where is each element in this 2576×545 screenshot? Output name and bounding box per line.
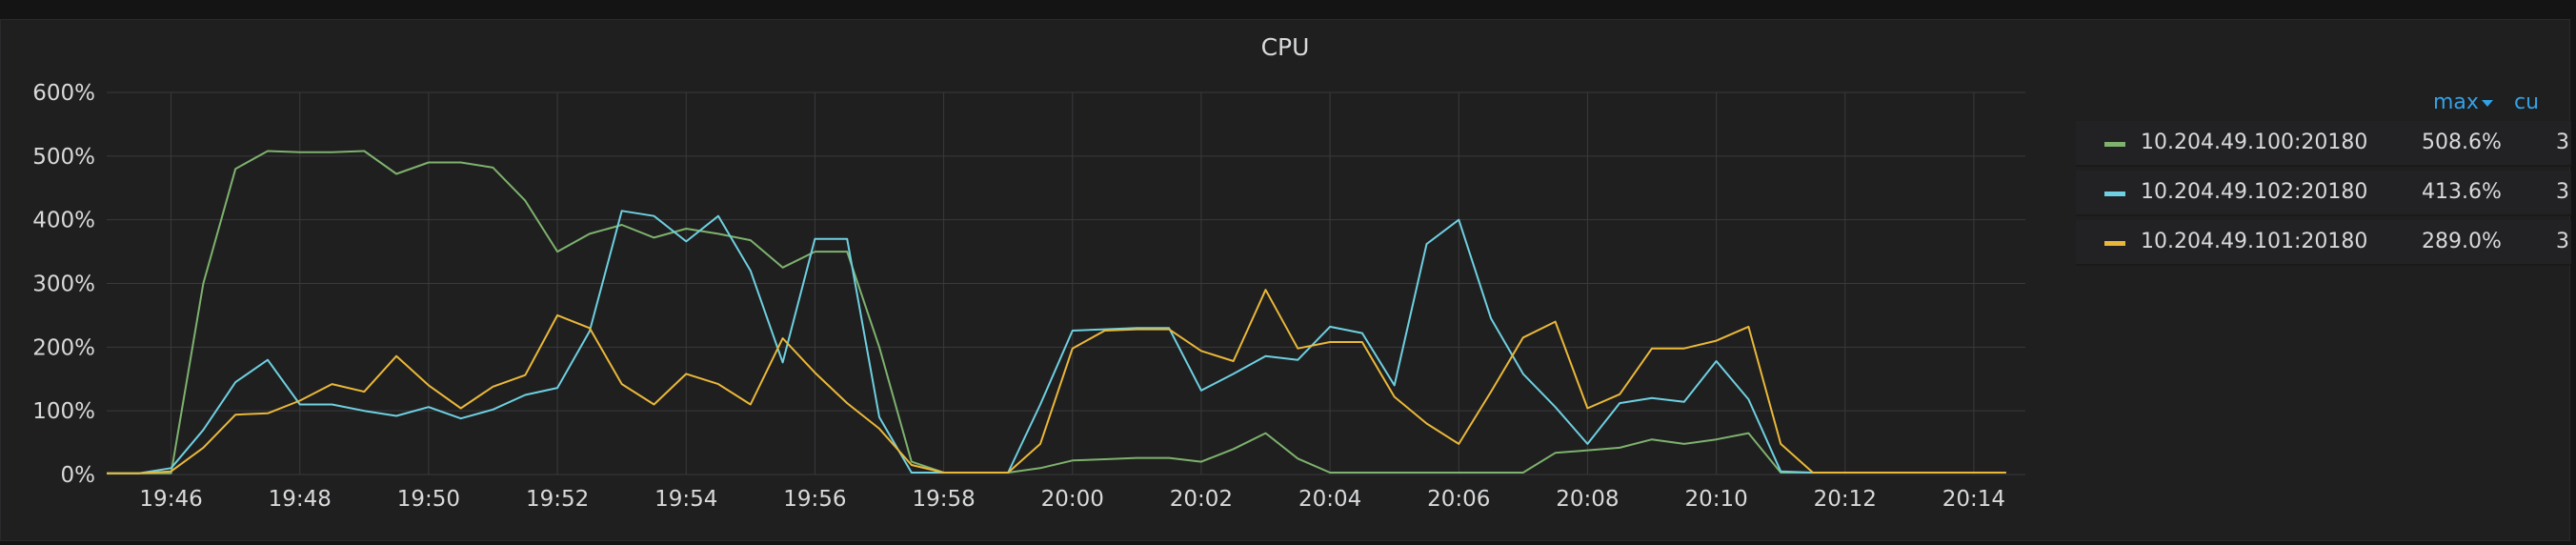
- x-tick-label: 19:48: [269, 487, 332, 512]
- legend-header-current-label: cu: [2514, 91, 2540, 114]
- x-tick-label: 20:06: [1427, 487, 1490, 512]
- legend-header-max-label: max: [2433, 91, 2479, 114]
- legend-series-name[interactable]: 10.204.49.101:20180: [2141, 230, 2368, 253]
- legend-row[interactable]: 10.204.49.102:20180 413.6% 3: [2076, 171, 2571, 216]
- sort-desc-icon: [2481, 99, 2493, 107]
- legend-max-value: 508.6%: [2422, 131, 2502, 154]
- legend-series-name[interactable]: 10.204.49.102:20180: [2141, 180, 2368, 204]
- series-color-swatch[interactable]: [2104, 142, 2125, 147]
- legend-current-value: 3: [2556, 131, 2569, 154]
- x-tick-label: 20:00: [1041, 487, 1104, 512]
- legend-current-value: 3: [2556, 180, 2569, 204]
- legend-max-value: 413.6%: [2422, 180, 2502, 204]
- legend: max cu 10.204.49.100:20180 508.6% 3 10.2…: [2068, 20, 2571, 542]
- x-tick-label: 19:56: [783, 487, 846, 512]
- series-line: [107, 210, 2006, 474]
- x-tick-label: 19:52: [526, 487, 589, 512]
- x-tick-label: 20:08: [1556, 487, 1619, 512]
- x-tick-label: 20:12: [1814, 487, 1877, 512]
- x-tick-label: 19:50: [397, 487, 460, 512]
- x-tick-label: 19:58: [912, 487, 975, 512]
- y-tick-label: 600%: [32, 81, 95, 106]
- legend-row[interactable]: 10.204.49.101:20180 289.0% 3: [2076, 220, 2571, 266]
- x-tick-label: 19:46: [139, 487, 202, 512]
- x-tick-label: 20:10: [1684, 487, 1747, 512]
- x-tick-label: 19:54: [654, 487, 717, 512]
- cpu-chart[interactable]: 0% 100% 200% 300% 400% 500% 600% 19:46 19:48 19:5…: [1, 20, 2068, 542]
- y-tick-label: 200%: [32, 335, 95, 360]
- legend-header-max[interactable]: max: [2433, 91, 2493, 114]
- series-line: [107, 289, 2006, 474]
- y-tick-label: 100%: [32, 399, 95, 424]
- y-tick-label: 0%: [61, 463, 96, 488]
- x-tick-label: 20:04: [1298, 487, 1361, 512]
- series-color-swatch[interactable]: [2104, 241, 2125, 246]
- x-tick-label: 20:02: [1170, 487, 1233, 512]
- y-tick-label: 400%: [32, 209, 95, 233]
- series-line: [107, 150, 2006, 474]
- legend-series-name[interactable]: 10.204.49.100:20180: [2141, 131, 2368, 154]
- y-tick-label: 300%: [32, 272, 95, 297]
- legend-row[interactable]: 10.204.49.100:20180 508.6% 3: [2076, 121, 2571, 167]
- series-color-swatch[interactable]: [2104, 192, 2125, 196]
- legend-max-value: 289.0%: [2422, 230, 2502, 253]
- cpu-panel: CPU 0% 100% 200% 300% 400% 500% 600% 19:46 19:48…: [0, 19, 2571, 542]
- y-tick-label: 500%: [32, 145, 95, 170]
- legend-header-current[interactable]: cu: [2514, 91, 2539, 114]
- x-tick-label: 20:14: [1942, 487, 2005, 512]
- panel-title[interactable]: CPU: [1260, 33, 1310, 61]
- legend-current-value: 3: [2556, 230, 2569, 253]
